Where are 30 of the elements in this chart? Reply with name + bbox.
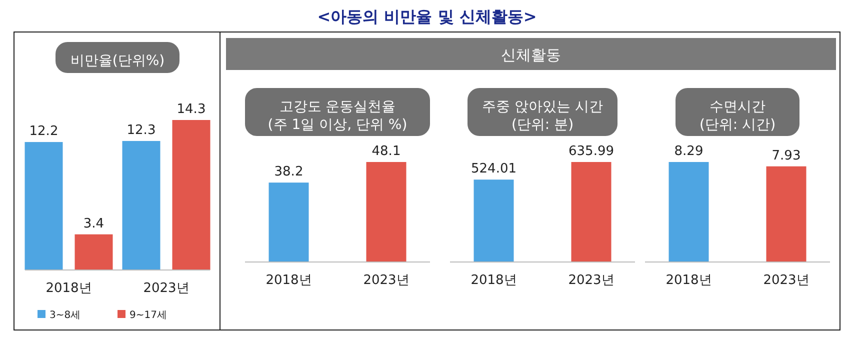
data-label: 8.29 (674, 144, 704, 159)
x-tick-label: 2023년 (568, 273, 614, 288)
data-label: 7.93 (772, 148, 801, 164)
data-label: 48.1 (372, 144, 401, 159)
data-label: 524.01 (471, 162, 516, 177)
bar (74, 234, 113, 270)
x-tick-label: 2018년 (666, 273, 712, 288)
legend-label: 3~8세 (50, 310, 81, 321)
data-label: 38.2 (274, 164, 304, 180)
chart-title: 비만율(단위%) (70, 53, 165, 69)
chart-title: 고강도 운동실천율 (주 1일 이상, 단위 %) (268, 99, 408, 133)
bar (24, 142, 63, 270)
x-tick-label: 2018년 (470, 273, 517, 288)
x-tick-label: 2023년 (763, 273, 810, 288)
bar (172, 120, 210, 270)
data-label: 12.2 (29, 124, 58, 140)
bar (122, 140, 160, 270)
x-tick-label: 2018년 (266, 273, 312, 288)
data-label: 3.4 (83, 216, 104, 232)
text: 신체활동 (501, 46, 561, 64)
chart-title: 수면시간 (단위: 시간) (699, 99, 776, 133)
data-label: 14.3 (176, 102, 206, 117)
x-tick-label: 2018년 (46, 281, 92, 296)
data-label: 12.3 (126, 122, 156, 138)
x-tick-label: 2023년 (143, 281, 190, 296)
text: <아동의 비만율 및 신체활동> (317, 7, 537, 26)
chart-title: 주중 앉아있는 시간 (단위: 분) (482, 99, 603, 133)
data-label: 635.99 (568, 144, 614, 159)
legend-label: 9~17세 (130, 310, 167, 321)
x-tick-label: 2023년 (363, 273, 410, 288)
